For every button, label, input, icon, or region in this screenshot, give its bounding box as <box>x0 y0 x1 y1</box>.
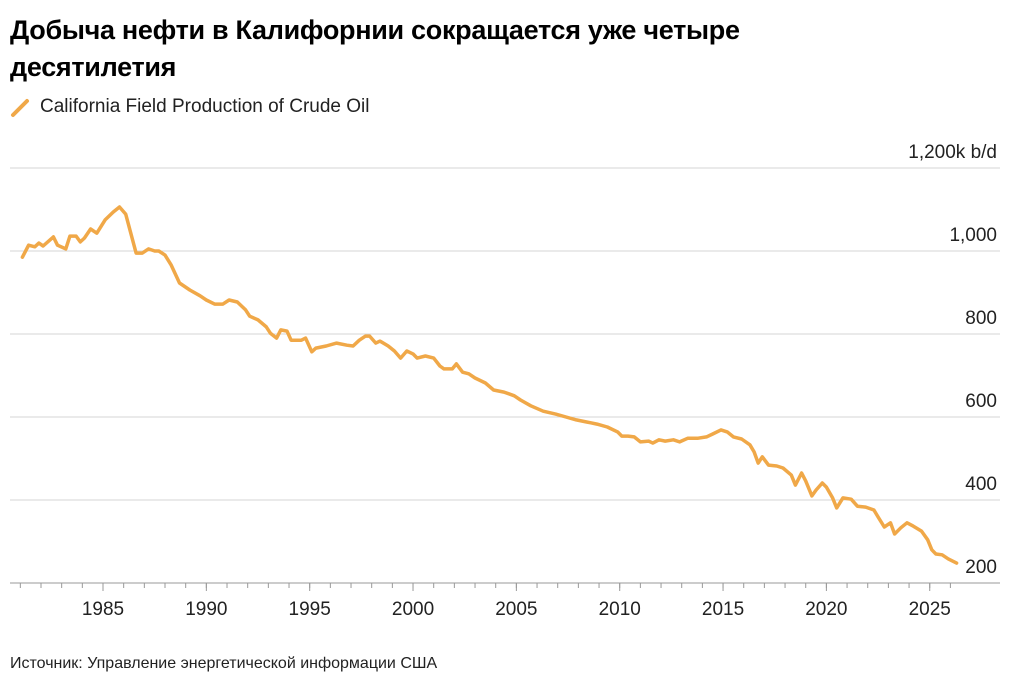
y-tick-label: 600 <box>965 391 997 412</box>
x-tick-label: 2000 <box>392 599 434 620</box>
x-tick-label: 2020 <box>805 599 847 620</box>
x-tick-label: 2005 <box>495 599 537 620</box>
x-tick-label: 1985 <box>82 599 124 620</box>
source-note: Источник: Управление энергетической инфо… <box>10 655 438 672</box>
x-tick-label: 1995 <box>289 599 331 620</box>
data-line <box>20 205 959 565</box>
y-tick-label: 1,000 <box>949 225 997 246</box>
legend: California Field Production of Crude Oil <box>10 96 370 118</box>
y-tick-label: 1,200k b/d <box>908 142 997 163</box>
chart-title: Добыча нефти в Калифорнии сокращается уж… <box>10 15 740 82</box>
y-tick-label: 800 <box>965 308 997 329</box>
x-tick-label: 1990 <box>185 599 227 620</box>
chart: 200 400 600 800 1,000 1,200k b/d 1985 1990 1995 2… <box>10 142 1000 620</box>
legend-swatch <box>11 99 29 117</box>
x-tick-label: 2015 <box>702 599 744 620</box>
y-tick-label: 400 <box>965 474 997 495</box>
x-tick-label: 2025 <box>909 599 951 620</box>
y-tick-label: 200 <box>965 557 997 578</box>
legend-label: California Field Production of Crude Oil <box>40 96 370 117</box>
x-tick-label: 2010 <box>599 599 641 620</box>
